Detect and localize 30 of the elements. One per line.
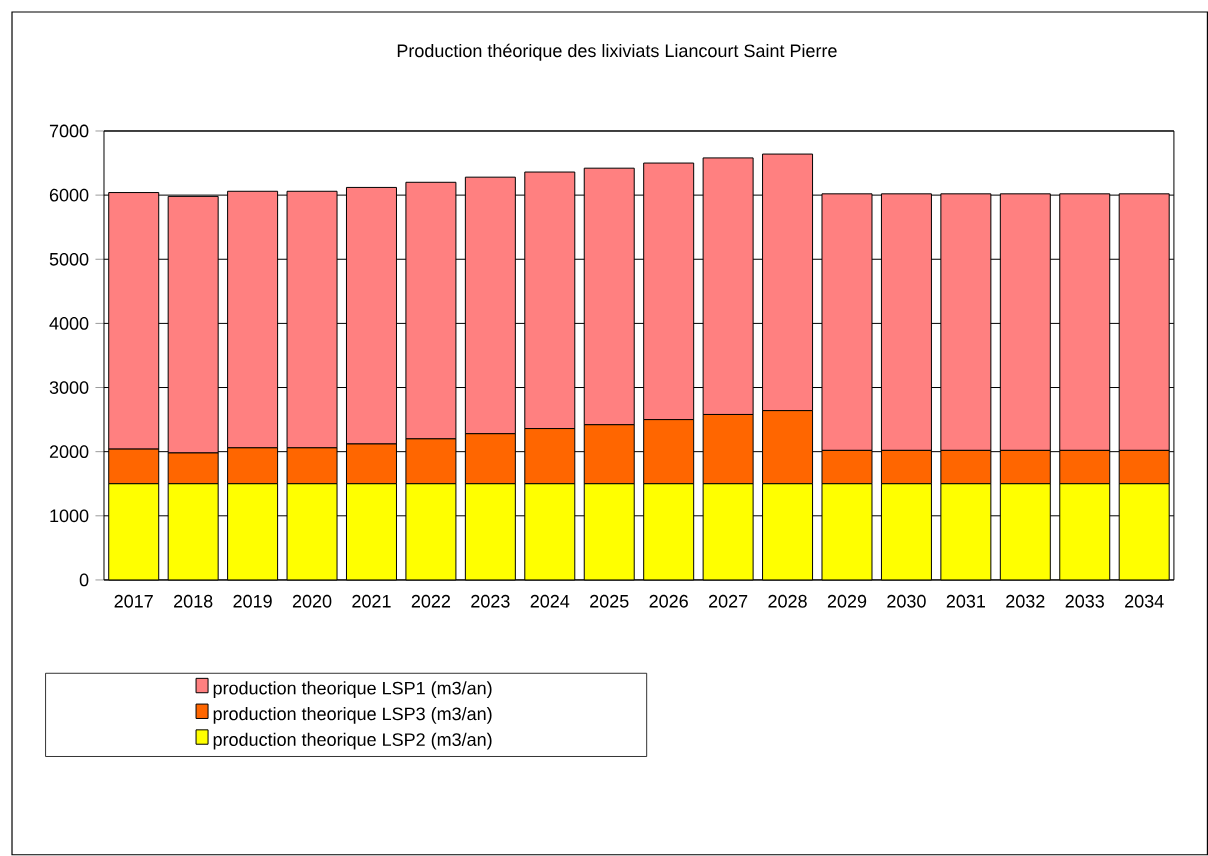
y-tick-label: 4000 [49, 317, 89, 331]
x-tick-label: 2025 [590, 595, 629, 608]
y-tick-label: 2000 [49, 445, 89, 459]
x-tick-label: 2029 [827, 595, 867, 608]
x-tick-label: 2020 [292, 595, 332, 608]
x-tick-label: 2031 [946, 595, 985, 608]
y-tick-label: 3000 [49, 381, 89, 395]
y-tick-label: 1000 [50, 509, 89, 523]
legend-label: production theorique LSP1 (m3/an) [213, 681, 492, 699]
x-tick-label: 2026 [649, 595, 688, 608]
x-tick-label: 2027 [709, 595, 748, 608]
x-tick-label: 2032 [1006, 595, 1045, 608]
x-tick-label: 2030 [887, 595, 926, 608]
legend-label: production theorique LSP3 (m3/an) [213, 707, 492, 725]
x-tick-label: 2019 [233, 595, 272, 608]
x-tick-label: 2017 [114, 595, 153, 608]
y-tick-label: 6000 [49, 188, 89, 202]
x-tick-label: 2024 [530, 595, 570, 608]
x-tick-label: 2033 [1065, 595, 1104, 608]
x-tick-label: 2023 [471, 595, 510, 608]
y-tick-label: 0 [79, 573, 89, 587]
x-tick-label: 2028 [768, 595, 807, 608]
chart-title: Production théorique des lixiviats Liancourt Saint Pierre [397, 43, 837, 61]
y-tick-label: 7000 [49, 124, 89, 138]
x-tick-label: 2022 [411, 595, 451, 608]
legend-label: production theorique LSP2 (m3/an) [213, 732, 492, 750]
y-tick-label: 5000 [49, 253, 89, 266]
x-tick-label: 2021 [352, 595, 391, 608]
x-tick-label: 2034 [1125, 595, 1164, 608]
x-tick-label: 2018 [174, 595, 213, 608]
